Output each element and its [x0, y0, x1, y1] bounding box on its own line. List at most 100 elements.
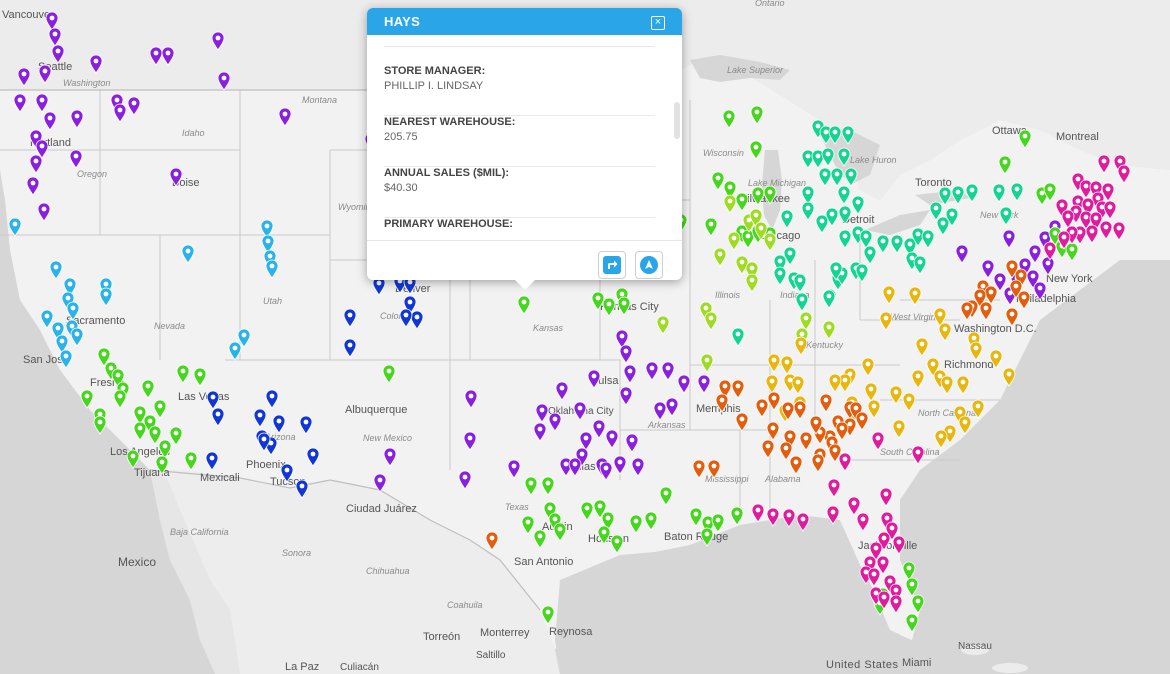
map-pin-pink[interactable]: [1043, 241, 1057, 261]
map-pin-teal[interactable]: [936, 216, 950, 236]
map-pin-green[interactable]: [541, 605, 555, 625]
directions-button[interactable]: [598, 251, 626, 279]
map-pin-yellow[interactable]: [911, 369, 925, 389]
map-pin-lime[interactable]: [799, 311, 813, 331]
map-pin-yellow[interactable]: [882, 285, 896, 305]
map-pin-yellow[interactable]: [780, 355, 794, 375]
popup-body[interactable]: STORE MANAGER: PHILLIP I. LINDSAY NEARES…: [367, 35, 682, 240]
map-pin-purple[interactable]: [587, 369, 601, 389]
map-pin-teal[interactable]: [999, 206, 1013, 226]
map-pin-teal[interactable]: [951, 185, 965, 205]
map-pin-yellow[interactable]: [767, 353, 781, 373]
map-pin-purple[interactable]: [127, 96, 141, 116]
map-pin-yellow[interactable]: [958, 415, 972, 435]
map-pin-purple[interactable]: [697, 374, 711, 394]
map-pin-lime[interactable]: [754, 221, 768, 241]
map-pin-teal[interactable]: [844, 167, 858, 187]
map-pin-blue[interactable]: [205, 451, 219, 471]
map-pin-orange[interactable]: [731, 379, 745, 399]
map-pin-pink[interactable]: [871, 431, 885, 451]
map-pin-purple[interactable]: [13, 93, 27, 113]
map-pin-orange[interactable]: [779, 441, 793, 461]
map-pin-pink[interactable]: [867, 567, 881, 587]
map-pin-purple[interactable]: [631, 457, 645, 477]
map-pin-teal[interactable]: [773, 266, 787, 286]
map-pin-skyblue[interactable]: [265, 259, 279, 279]
map-pin-green[interactable]: [580, 501, 594, 521]
map-pin-purple[interactable]: [619, 386, 633, 406]
map-pin-orange[interactable]: [789, 455, 803, 475]
map-pin-purple[interactable]: [533, 422, 547, 442]
map-pin-purple[interactable]: [89, 54, 103, 74]
map-pin-purple[interactable]: [48, 27, 62, 47]
map-pin-purple[interactable]: [507, 459, 521, 479]
map-pin-teal[interactable]: [863, 245, 877, 265]
map-pin-green[interactable]: [730, 506, 744, 526]
map-pin-pink[interactable]: [876, 555, 890, 575]
map-pin-purple[interactable]: [1033, 281, 1047, 301]
map-pin-purple[interactable]: [613, 455, 627, 475]
map-pin-yellow[interactable]: [956, 375, 970, 395]
map-pin-skyblue[interactable]: [40, 309, 54, 329]
map-pin-purple[interactable]: [993, 272, 1007, 292]
map-pin-pink[interactable]: [1101, 182, 1115, 202]
map-pin-teal[interactable]: [837, 185, 851, 205]
map-pin-purple[interactable]: [1026, 269, 1040, 289]
map-pin-green[interactable]: [617, 296, 631, 316]
map-pin-purple[interactable]: [278, 107, 292, 127]
map-pin-green[interactable]: [911, 594, 925, 614]
map-pin-blue[interactable]: [272, 414, 286, 434]
map-pin-skyblue[interactable]: [237, 328, 251, 348]
map-pin-teal[interactable]: [837, 147, 851, 167]
map-pin-green[interactable]: [749, 140, 763, 160]
map-pin-teal[interactable]: [830, 167, 844, 187]
map-pin-green[interactable]: [751, 186, 765, 206]
popup-scrollbar[interactable]: [674, 102, 680, 139]
map-pin-green[interactable]: [1043, 182, 1057, 202]
map-pin-pink[interactable]: [892, 535, 906, 555]
map-pin-pink[interactable]: [889, 583, 903, 603]
map-pin-orange[interactable]: [973, 288, 987, 308]
map-pin-green[interactable]: [517, 295, 531, 315]
map-pin-purple[interactable]: [35, 139, 49, 159]
map-pin-purple[interactable]: [548, 412, 562, 432]
map-pin-blue[interactable]: [399, 308, 413, 328]
map-pin-teal[interactable]: [851, 195, 865, 215]
map-pin-teal[interactable]: [780, 209, 794, 229]
map-pin-purple[interactable]: [458, 470, 472, 490]
map-pin-purple[interactable]: [619, 344, 633, 364]
map-pin-pink[interactable]: [1103, 200, 1117, 220]
map-pin-yellow[interactable]: [838, 373, 852, 393]
map-pin-purple[interactable]: [169, 167, 183, 187]
map-pin-green[interactable]: [711, 513, 725, 533]
map-pin-teal[interactable]: [859, 229, 873, 249]
map-pin-green[interactable]: [126, 449, 140, 469]
map-pin-green[interactable]: [741, 229, 755, 249]
map-pin-teal[interactable]: [876, 234, 890, 254]
map-pin-purple[interactable]: [217, 71, 231, 91]
map-pin-teal[interactable]: [903, 237, 917, 257]
map-pin-teal[interactable]: [855, 263, 869, 283]
map-pin-green[interactable]: [704, 217, 718, 237]
map-pin-pink[interactable]: [796, 512, 810, 532]
map-pin-green[interactable]: [148, 425, 162, 445]
map-pin-teal[interactable]: [793, 273, 807, 293]
map-pin-orange[interactable]: [735, 412, 749, 432]
map-pin-purple[interactable]: [605, 429, 619, 449]
map-pin-lime[interactable]: [704, 311, 718, 331]
map-pin-yellow[interactable]: [915, 337, 929, 357]
map-pin-yellow[interactable]: [902, 392, 916, 412]
map-pin-teal[interactable]: [921, 229, 935, 249]
map-pin-green[interactable]: [153, 399, 167, 419]
map-pin-purple[interactable]: [645, 361, 659, 381]
map-pin-lime[interactable]: [822, 320, 836, 340]
map-pin-skyblue[interactable]: [261, 234, 275, 254]
map-pin-green[interactable]: [597, 525, 611, 545]
map-pin-pink[interactable]: [827, 478, 841, 498]
map-pin-pink[interactable]: [1085, 224, 1099, 244]
map-pin-orange[interactable]: [692, 459, 706, 479]
map-pin-green[interactable]: [155, 455, 169, 475]
map-pin-purple[interactable]: [1002, 229, 1016, 249]
map-pin-pink[interactable]: [1112, 221, 1126, 241]
map-pin-blue[interactable]: [403, 295, 417, 315]
